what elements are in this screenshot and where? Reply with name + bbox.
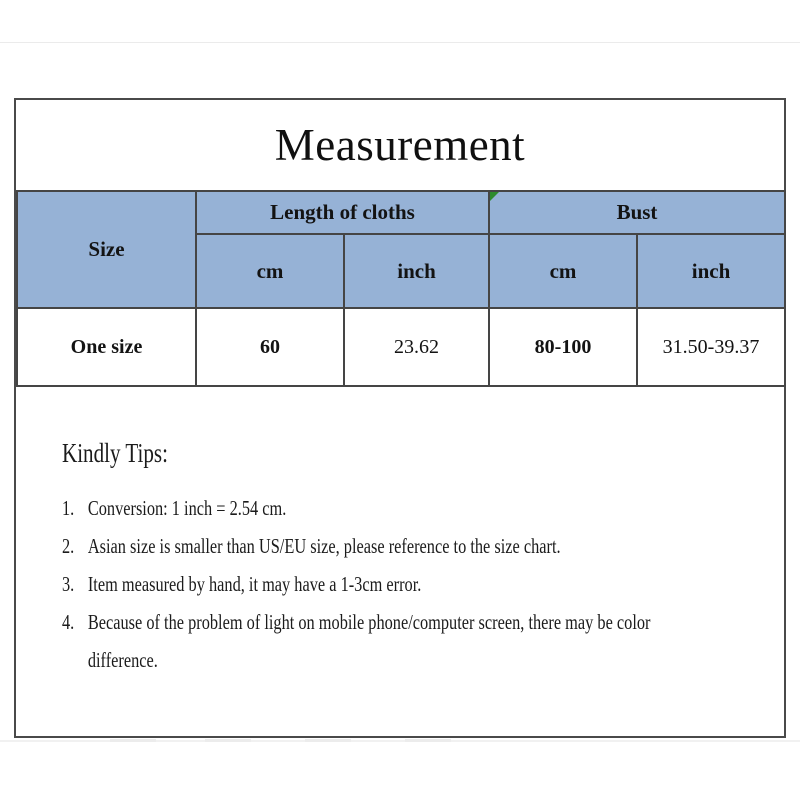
list-item: 1. Conversion: 1 inch = 2.54 cm.	[62, 489, 761, 527]
bust-group-header: Bust	[487, 190, 787, 235]
bust-inch-value-cell: 31.50-39.37	[635, 307, 787, 387]
gridline-remnant	[205, 739, 251, 742]
tip-number: 4.	[62, 610, 75, 634]
size-value-cell: One size	[16, 307, 197, 387]
top-faint-rule	[0, 42, 800, 43]
unit-header-row: cm inch cm inch	[17, 233, 787, 309]
list-item: 4. Because of the problem of light on mo…	[62, 603, 761, 679]
unit-header-length-cm: cm	[195, 233, 345, 309]
tip-number: 1.	[62, 496, 75, 520]
list-item: 2. Asian size is smaller than US/EU size…	[62, 527, 761, 565]
tips-section: Kindly Tips: 1. Conversion: 1 inch = 2.5…	[16, 387, 784, 736]
tips-list: 1. Conversion: 1 inch = 2.54 cm. 2. Asia…	[62, 489, 784, 679]
size-column-header: Size	[16, 190, 197, 309]
tip-text: Asian size is smaller than US/EU size, p…	[87, 534, 561, 558]
length-inch-value-cell: 23.62	[343, 307, 490, 387]
gridline-remnant	[305, 739, 351, 742]
green-corner-marker-icon	[491, 193, 499, 201]
length-cm-value-cell: 60	[195, 307, 345, 387]
tip-text: Conversion: 1 inch = 2.54 cm.	[87, 496, 287, 520]
tip-text: Item measured by hand, it may have a 1-3…	[87, 572, 422, 596]
bust-cm-value-cell: 80-100	[488, 307, 638, 387]
unit-header-bust-inch: inch	[635, 233, 787, 309]
tip-text: Because of the problem of light on mobil…	[87, 610, 651, 672]
page-title: Measurement	[274, 120, 526, 170]
unit-header-bust-cm: cm	[488, 233, 638, 309]
bust-group-label: Bust	[616, 200, 658, 224]
unit-header-length-inch: inch	[343, 233, 490, 309]
tip-number: 3.	[62, 572, 75, 596]
table-row: One size 60 23.62 80-100 31.50-39.37	[16, 307, 787, 387]
measurement-sheet: Measurement Size Length of cloths Bust	[14, 98, 787, 738]
gridline-remnant	[405, 739, 451, 742]
length-group-header: Length of cloths	[195, 190, 490, 235]
tips-heading: Kindly Tips:	[62, 438, 168, 468]
gridline-remnant	[110, 739, 156, 742]
tip-number: 2.	[62, 534, 75, 558]
group-header-row: Size Length of cloths Bust	[16, 190, 787, 309]
bottom-faint-rule	[0, 740, 800, 742]
list-item: 3. Item measured by hand, it may have a …	[62, 565, 761, 603]
size-chart-table: Size Length of cloths Bust cm inch cm in…	[16, 190, 787, 387]
